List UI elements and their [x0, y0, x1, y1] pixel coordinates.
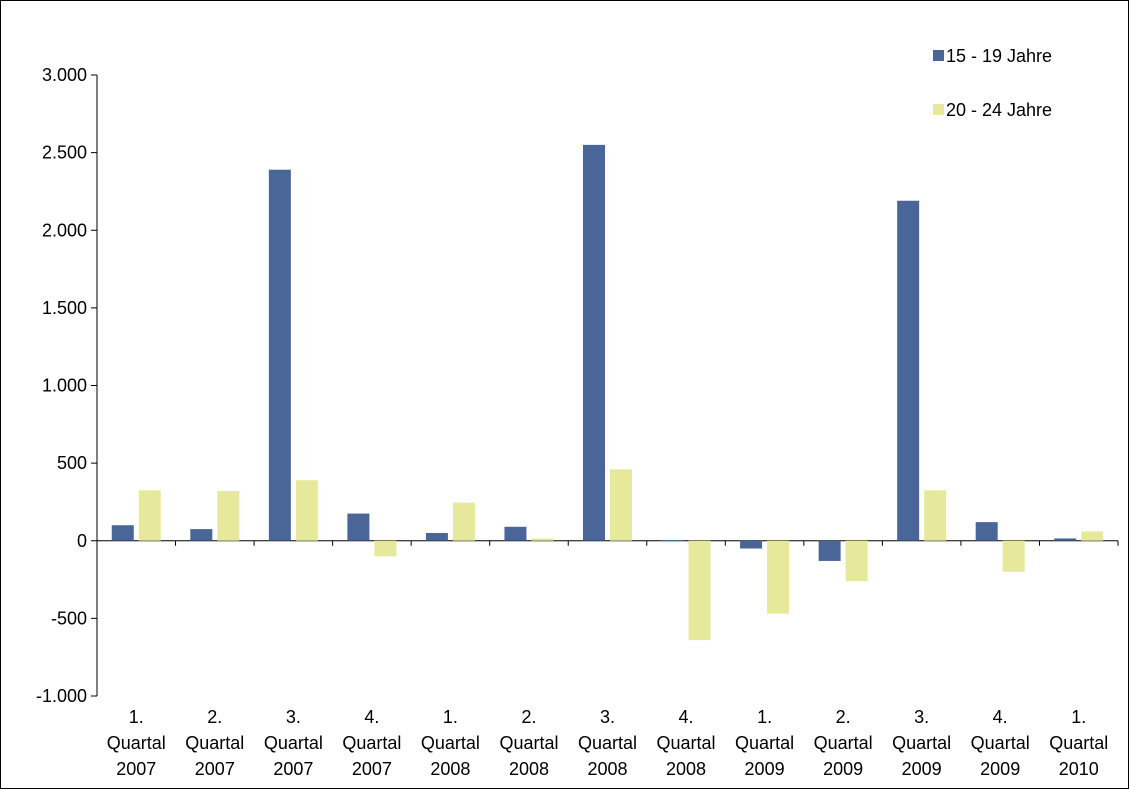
x-category-label: 2007	[273, 759, 313, 779]
bar-series-2	[452, 502, 475, 541]
bar-series-1	[661, 539, 684, 541]
x-category-label: Quartal	[578, 733, 637, 753]
legend-swatch	[933, 104, 944, 115]
bar-series-2	[1002, 540, 1025, 572]
x-category-label: Quartal	[892, 733, 951, 753]
x-category-label: 3.	[286, 707, 301, 727]
bars	[111, 144, 1104, 641]
bar-series-2	[924, 490, 947, 541]
bar-series-2	[374, 540, 397, 557]
bar-series-1	[268, 169, 291, 541]
x-category-label: 2007	[352, 759, 392, 779]
bar-series-2	[531, 538, 554, 541]
legend-label: 20 - 24 Jahre	[946, 100, 1052, 120]
bar-series-1	[504, 526, 527, 541]
x-category-label: Quartal	[107, 733, 166, 753]
x-category-label: 1.	[129, 707, 144, 727]
axes	[91, 74, 1119, 697]
x-category-label: Quartal	[1049, 733, 1108, 753]
x-category-label: 2009	[980, 759, 1020, 779]
x-category-label: Quartal	[185, 733, 244, 753]
bar-series-1	[425, 532, 448, 541]
x-category-label: Quartal	[971, 733, 1030, 753]
bar-series-1	[190, 529, 213, 541]
x-category-label: 2007	[195, 759, 235, 779]
legend: 15 - 19 Jahre 20 - 24 Jahre	[933, 46, 1052, 120]
x-category-label: 2008	[587, 759, 627, 779]
bar-series-1	[583, 144, 605, 541]
x-category-label: 2008	[430, 759, 470, 779]
bar-series-2	[845, 540, 868, 582]
bar-series-1	[975, 522, 998, 541]
x-category-label: Quartal	[499, 733, 558, 753]
x-category-label: Quartal	[814, 733, 873, 753]
bar-series-2	[138, 490, 161, 541]
x-category-label: 2.	[207, 707, 222, 727]
x-category-label: 4.	[679, 707, 694, 727]
x-category-label: 2007	[116, 759, 156, 779]
y-tick-label: -500	[51, 608, 87, 628]
y-tick-label: 500	[57, 453, 87, 473]
x-category-label: Quartal	[264, 733, 323, 753]
x-category-label: 1.	[443, 707, 458, 727]
x-category-label: 2.	[836, 707, 851, 727]
x-category-label: Quartal	[421, 733, 480, 753]
y-tick-label: 1.500	[42, 298, 87, 318]
x-category-label: 2009	[902, 759, 942, 779]
legend-swatch	[933, 50, 944, 61]
y-tick-label: -1.000	[36, 686, 87, 706]
y-tick-label: 1.000	[42, 376, 87, 396]
y-tick-labels: 3.000 2.500 2.000 1.500 1.000 500 0 -500 -1.000	[36, 65, 87, 706]
x-category-label: 2008	[509, 759, 549, 779]
x-category-label: 2010	[1059, 759, 1099, 779]
bar-series-1	[1054, 538, 1077, 541]
x-category-label: 4.	[993, 707, 1008, 727]
bar-series-1	[818, 540, 841, 561]
x-category-label: 1.	[757, 707, 772, 727]
y-tick-label: 2.500	[42, 143, 87, 163]
bar-series-2	[217, 491, 240, 541]
legend-label: 15 - 19 Jahre	[946, 46, 1052, 66]
bar-series-2	[295, 480, 318, 541]
x-category-label: 2.	[521, 707, 536, 727]
x-category-label: 2008	[666, 759, 706, 779]
bar-series-1	[897, 200, 920, 541]
x-category-label: 2009	[823, 759, 863, 779]
bar-series-1	[347, 513, 370, 541]
y-tick-label: 0	[77, 531, 87, 551]
x-category-labels: 1. Quartal 2007 2. Quartal 2007 3. Quartal 2007 4…	[107, 707, 1108, 779]
bar-series-1	[111, 525, 134, 541]
bar-series-2	[767, 540, 790, 614]
y-tick-label: 3.000	[42, 65, 87, 85]
bar-series-2	[688, 540, 711, 641]
x-category-label: 3.	[914, 707, 929, 727]
x-category-label: 1.	[1071, 707, 1086, 727]
x-category-label: 3.	[600, 707, 615, 727]
x-category-label: Quartal	[342, 733, 401, 753]
x-category-label: 2009	[745, 759, 785, 779]
bar-series-2	[1081, 531, 1104, 541]
x-category-label: Quartal	[657, 733, 716, 753]
bar-series-1	[740, 540, 763, 549]
x-category-label: Quartal	[735, 733, 794, 753]
bar-series-2	[610, 469, 632, 541]
x-category-label: 4.	[364, 707, 379, 727]
y-tick-label: 2.000	[42, 220, 87, 240]
